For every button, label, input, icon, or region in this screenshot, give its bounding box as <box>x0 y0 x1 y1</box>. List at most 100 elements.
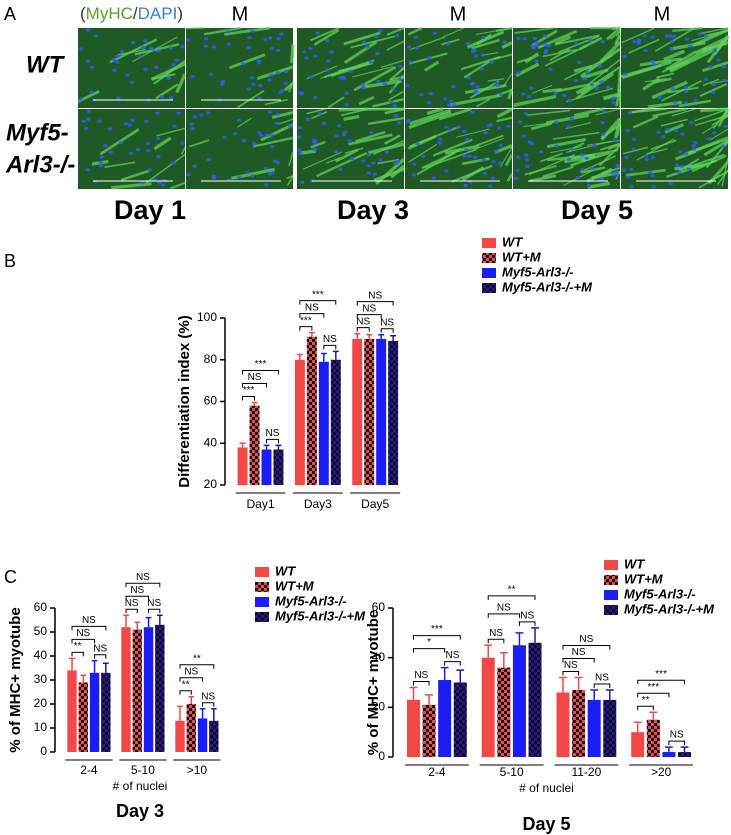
nucleus <box>629 167 634 172</box>
nucleus <box>140 181 145 185</box>
bar <box>512 645 526 757</box>
bar <box>78 682 88 752</box>
nucleus <box>375 51 380 55</box>
significance-bracket <box>356 301 394 306</box>
myotube <box>570 155 596 167</box>
nucleus <box>135 147 141 152</box>
myotube <box>641 77 661 91</box>
legend-label: Myf5-Arl3-/- <box>624 586 696 601</box>
nucleus <box>691 144 697 148</box>
significance-label: NS <box>380 317 394 328</box>
nucleus <box>582 77 588 81</box>
significance-bracket <box>266 438 279 444</box>
myotube <box>363 79 402 89</box>
nucleus <box>488 184 493 188</box>
significance-bracket <box>323 344 337 350</box>
myotube <box>426 107 444 116</box>
error-bar <box>69 657 75 671</box>
legend-label: Myf5-Arl3-/-+M <box>624 601 715 616</box>
legend-swatch <box>604 560 618 570</box>
nucleus <box>673 128 679 133</box>
significance-bracket <box>179 677 204 682</box>
nucleus <box>516 155 521 159</box>
error-bar <box>320 352 327 362</box>
bar <box>143 627 154 752</box>
nucleus <box>670 86 675 91</box>
myotube <box>573 107 604 117</box>
significance-label: NS <box>248 372 262 383</box>
myotube <box>471 38 500 50</box>
nucleus <box>263 38 268 42</box>
nucleus <box>693 140 698 145</box>
myotube <box>629 107 651 114</box>
myotube <box>290 44 295 64</box>
nucleus <box>143 67 148 71</box>
myotube <box>554 35 572 46</box>
myotube <box>528 154 576 176</box>
nucleus <box>116 96 121 100</box>
error-bar <box>633 721 642 733</box>
myotube <box>549 48 571 62</box>
nucleus <box>211 176 217 180</box>
error-bar <box>456 669 465 683</box>
significance-bracket <box>299 326 313 331</box>
error-bar <box>665 746 673 753</box>
nucleus <box>650 174 655 178</box>
error-bar <box>378 333 385 339</box>
panel-label: B <box>4 251 16 271</box>
nucleus <box>674 163 680 167</box>
nucleus <box>129 80 135 84</box>
nucleus <box>313 54 318 58</box>
error-bar <box>649 711 658 720</box>
nucleus <box>81 119 87 123</box>
significance-bracket <box>299 313 325 318</box>
legend-swatch <box>482 253 496 263</box>
nucleus <box>693 98 699 102</box>
nucleus <box>278 90 283 95</box>
myotube <box>656 72 675 79</box>
bar <box>101 672 111 752</box>
nucleus <box>450 84 456 89</box>
nucleus <box>664 34 670 38</box>
bar <box>352 338 363 485</box>
nucleus <box>584 70 590 74</box>
nucleus <box>686 167 692 171</box>
nucleus <box>683 152 689 156</box>
nucleus <box>251 82 256 86</box>
nucleus <box>706 137 711 141</box>
y-axis-label: % of MHC+ myotube <box>365 610 382 755</box>
nucleus <box>246 87 251 91</box>
error-bar <box>199 708 206 719</box>
error-bar <box>123 614 129 628</box>
nucleus <box>505 124 511 128</box>
nucleus <box>180 45 185 49</box>
nucleus <box>298 151 303 156</box>
significance-label: NS <box>446 650 460 661</box>
bar <box>249 405 260 485</box>
myotube <box>343 40 378 64</box>
nucleus <box>269 46 274 50</box>
nucleus <box>481 35 486 40</box>
nucleus <box>275 71 281 75</box>
nucleus <box>554 120 559 124</box>
stain-part: DAPI <box>138 4 178 23</box>
myotube <box>353 65 397 92</box>
nucleus <box>688 44 693 48</box>
nucleus <box>123 122 129 126</box>
legend-label: Myf5-Arl3-/- <box>502 264 574 279</box>
myotube <box>145 153 186 184</box>
nucleus <box>405 119 411 123</box>
myotube <box>451 164 493 183</box>
nucleus <box>426 101 431 105</box>
nucleus <box>130 40 136 45</box>
nucleus <box>211 45 217 49</box>
nucleus <box>107 127 113 131</box>
nucleus <box>99 155 104 159</box>
nucleus <box>473 89 479 94</box>
myotube <box>702 78 720 86</box>
nucleus <box>329 50 334 54</box>
nucleus <box>146 149 151 153</box>
myotube <box>670 41 706 51</box>
x-tick-label: 2-4 <box>428 765 446 779</box>
nucleus <box>192 164 197 168</box>
